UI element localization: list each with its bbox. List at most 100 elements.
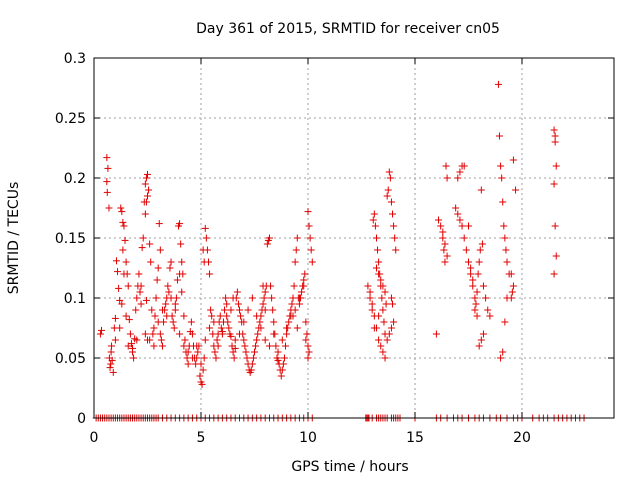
data-point	[477, 336, 485, 344]
data-point	[211, 348, 219, 356]
data-point	[484, 306, 492, 314]
data-point	[103, 178, 111, 186]
data-point	[124, 282, 132, 290]
data-point	[295, 300, 303, 308]
data-point	[156, 330, 164, 338]
data-point	[439, 228, 447, 236]
data-point	[443, 252, 451, 260]
data-point	[132, 306, 140, 314]
data-points	[92, 80, 588, 422]
data-point	[509, 156, 517, 164]
data-point	[471, 294, 479, 302]
x-tick-label: 15	[406, 430, 424, 446]
data-point	[96, 330, 104, 338]
data-point	[243, 354, 251, 362]
data-point	[292, 246, 300, 254]
data-point	[277, 372, 285, 380]
y-tick-label: 0.1	[64, 291, 86, 307]
data-point	[283, 330, 291, 338]
data-point	[267, 282, 275, 290]
data-point	[478, 240, 486, 248]
data-point	[202, 234, 210, 242]
data-point	[464, 222, 472, 230]
data-point	[460, 234, 468, 242]
data-point	[512, 186, 520, 194]
data-point	[115, 284, 123, 292]
data-point	[240, 336, 248, 344]
data-point	[443, 174, 451, 182]
data-point	[305, 348, 313, 356]
data-point	[304, 342, 312, 350]
data-point	[177, 240, 185, 248]
data-point	[248, 294, 256, 302]
data-point	[307, 246, 315, 254]
data-point	[471, 306, 479, 314]
data-point	[218, 328, 226, 336]
data-point	[120, 270, 128, 278]
data-point	[241, 342, 249, 350]
data-point	[486, 312, 494, 320]
data-point	[261, 336, 269, 344]
data-point	[257, 324, 265, 332]
data-point	[467, 270, 475, 278]
data-point	[472, 300, 480, 308]
data-point	[112, 257, 120, 265]
data-point	[440, 246, 448, 254]
data-point	[261, 306, 269, 314]
data-point	[278, 336, 286, 344]
data-point	[197, 360, 205, 368]
data-point	[143, 336, 151, 344]
data-point	[143, 170, 151, 178]
data-point	[300, 276, 308, 284]
data-point	[283, 324, 291, 332]
data-point	[148, 306, 156, 314]
data-point	[135, 270, 143, 278]
data-point	[306, 234, 314, 242]
data-point	[119, 218, 127, 226]
data-point	[500, 222, 508, 230]
data-point	[137, 300, 145, 308]
data-point	[300, 282, 308, 290]
data-point	[387, 294, 395, 302]
data-point	[237, 312, 245, 320]
data-point	[142, 198, 150, 206]
data-point	[452, 204, 460, 212]
data-point	[551, 132, 559, 140]
data-point	[171, 306, 179, 314]
data-point	[222, 294, 230, 302]
data-point	[214, 342, 222, 350]
data-point	[293, 234, 301, 242]
data-point	[383, 192, 391, 200]
data-point	[263, 240, 271, 248]
data-point	[270, 318, 278, 326]
data-point	[372, 264, 380, 272]
data-point	[482, 294, 490, 302]
data-point	[145, 186, 153, 194]
data-point	[116, 324, 124, 332]
data-point	[114, 268, 122, 276]
data-point	[501, 318, 509, 326]
x-axis-label: GPS time / hours	[291, 459, 408, 475]
data-point	[456, 168, 464, 176]
data-point	[550, 270, 558, 278]
data-point	[207, 306, 215, 314]
data-point	[259, 282, 267, 290]
data-point	[117, 204, 125, 212]
data-point	[167, 258, 175, 266]
data-point	[108, 356, 116, 364]
data-point	[458, 222, 466, 230]
data-point	[212, 354, 220, 362]
data-point	[469, 282, 477, 290]
data-point	[279, 360, 287, 368]
data-point	[383, 336, 391, 344]
data-point	[503, 294, 511, 302]
data-point	[302, 318, 310, 326]
y-axis-label: SRMTID / TECUs	[6, 182, 22, 295]
data-point	[122, 258, 130, 266]
data-point	[387, 324, 395, 332]
data-point	[499, 348, 507, 356]
data-point	[248, 360, 256, 368]
data-point	[118, 208, 126, 216]
data-point	[476, 246, 484, 254]
data-point	[236, 306, 244, 314]
